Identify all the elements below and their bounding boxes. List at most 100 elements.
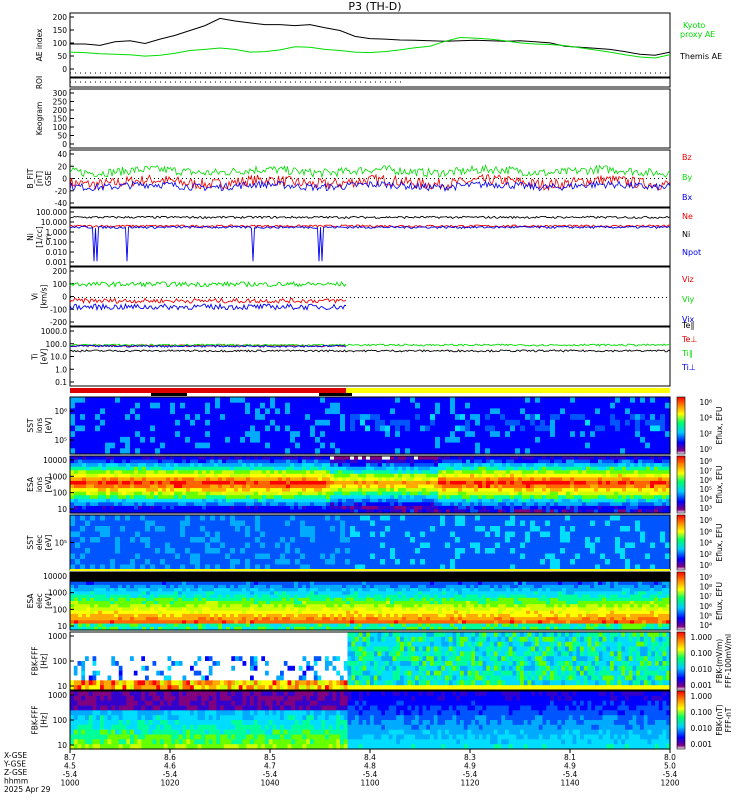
sst-ion-cell — [355, 397, 361, 404]
sst-ion-cell — [500, 402, 506, 409]
sst-ion-cell — [460, 431, 466, 438]
esa-ion-cell — [246, 456, 251, 461]
sst-ion-cell — [585, 419, 591, 427]
sst-elec-cell — [510, 542, 516, 549]
sst-elec-cell — [175, 564, 181, 571]
sst-elec-cell — [485, 537, 491, 544]
esa-ion-cell — [138, 498, 143, 503]
sst-elec-cell — [580, 537, 586, 544]
sst-ion-cell — [360, 448, 366, 455]
esa-ion-cell — [166, 470, 171, 475]
esa-ion-cell — [590, 502, 595, 507]
esa-ion-cell — [138, 466, 143, 471]
sst-ion-cell — [575, 442, 581, 449]
sst-ion-cell — [310, 397, 316, 404]
sst-elec-cell — [145, 515, 151, 522]
esa-ion-cell — [270, 495, 275, 500]
sst-ion-cell — [490, 442, 496, 449]
esa-ion-cell — [458, 473, 463, 478]
sst-elec-cell — [85, 548, 91, 555]
sst-ion-cell — [275, 448, 281, 455]
sst-elec-cell — [560, 537, 566, 544]
sst-elec-cell — [110, 531, 116, 538]
esa-ion-cell — [370, 466, 375, 471]
esa-ion-cell — [182, 477, 187, 482]
sst-ion-cell — [450, 414, 456, 421]
esa-ion-cell — [578, 459, 583, 464]
sst-elec-cell — [315, 559, 321, 566]
sst-ion-cell — [260, 431, 266, 438]
esa-ion-cell — [206, 473, 211, 478]
sst-ion-cell — [575, 425, 581, 432]
sst-elec-cell — [550, 520, 556, 527]
sst-elec-cell — [395, 553, 401, 560]
sst-ion-cell — [345, 419, 351, 427]
sst-elec-cell — [565, 526, 571, 533]
sst-elec-cell — [620, 564, 626, 571]
sst-elec-cell — [235, 553, 241, 560]
sst-elec-cell — [560, 531, 566, 538]
esa-ion-cell — [434, 498, 439, 503]
sst-elec-cell — [245, 564, 251, 571]
esa-ion-cell — [302, 505, 307, 511]
esa-ion-cell — [146, 484, 151, 489]
esa-ion-cell — [390, 498, 395, 503]
sst-elec-cell — [550, 553, 556, 560]
sst-elec-cell — [340, 515, 346, 522]
esa-ion-cell — [502, 459, 507, 464]
sst-elec-cell — [655, 553, 661, 560]
esa-ion-cell — [466, 459, 471, 464]
sst-ion-cell — [350, 408, 356, 415]
sst-elec-cell — [170, 564, 176, 571]
esa-ion-cell — [166, 502, 171, 507]
esa-ion-cell — [302, 470, 307, 475]
sst-elec-cell — [155, 515, 161, 522]
sst-ion-cell — [385, 419, 391, 427]
temp-ytick: 1000.0 — [41, 327, 67, 336]
sst-ion-cell — [475, 425, 481, 432]
sst-elec-cell — [290, 531, 296, 538]
sst-ion-cell — [635, 408, 641, 415]
esa-ion-cell — [166, 459, 171, 464]
sst-ion-cell — [525, 442, 531, 449]
sst-ion-cell — [295, 402, 301, 409]
sst-elec-cell — [165, 526, 171, 533]
esa-ion-cell — [642, 480, 647, 486]
esa-ion-cell — [422, 484, 427, 489]
sst-elec-cell — [575, 542, 581, 549]
sst-ion-cell — [75, 408, 81, 415]
sst-ion-cell — [585, 425, 591, 432]
sst-elec-colorbar-tick: 10² — [699, 550, 712, 559]
sst-elec-cell — [350, 520, 356, 527]
sst-elec-cell — [265, 520, 271, 527]
esa-ion-cell — [350, 498, 355, 503]
esa-ion-cell — [378, 498, 383, 503]
sst-elec-cell — [565, 559, 571, 566]
esa-ion-cell — [206, 477, 211, 482]
esa-ion-cell — [434, 466, 439, 471]
sst-ion-cell — [175, 397, 181, 404]
sst-elec-cell — [330, 542, 336, 549]
esa-ion-cell — [658, 488, 663, 493]
sst-elec-cell — [75, 515, 81, 522]
esa-ion-cell — [418, 488, 423, 493]
sst-ion-cell — [490, 402, 496, 409]
esa-ion-cell — [522, 470, 527, 475]
esa-ion-cell — [522, 477, 527, 482]
sst-elec-cell — [430, 559, 436, 566]
sst-elec-cell — [265, 537, 271, 544]
esa-ion-cell — [234, 484, 239, 489]
sst-elec-cell — [370, 542, 376, 549]
sst-ion-cell — [285, 408, 291, 415]
esa-ion-cell — [594, 459, 599, 464]
esa-ion-cell — [582, 470, 587, 475]
sst-elec-cell — [400, 542, 406, 549]
sst-ion-cell — [115, 397, 121, 404]
esa-ion-cell — [114, 505, 119, 511]
sst-ion-cell — [625, 408, 631, 415]
sst-ion-cell — [470, 408, 476, 415]
esa-ion-cell — [490, 495, 495, 500]
sst-ion-cell — [560, 425, 566, 432]
sst-elec-cell — [350, 548, 356, 555]
sst-ion-cell — [365, 425, 371, 432]
